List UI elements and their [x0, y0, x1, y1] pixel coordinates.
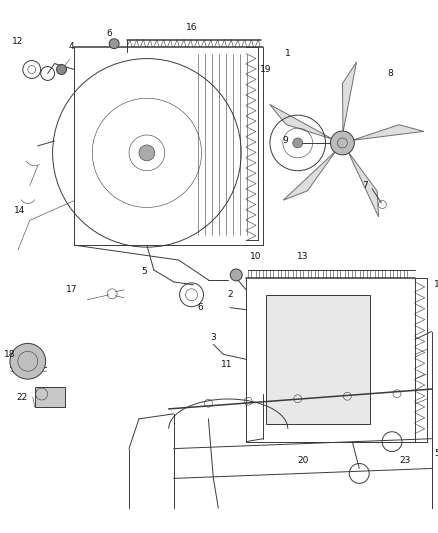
Circle shape [331, 131, 354, 155]
Text: 14: 14 [14, 206, 25, 215]
Polygon shape [352, 125, 424, 140]
Circle shape [57, 64, 67, 75]
Text: 2: 2 [227, 290, 233, 300]
Circle shape [139, 145, 155, 161]
Text: 4: 4 [69, 42, 74, 51]
Text: 5: 5 [141, 268, 147, 277]
Text: 23: 23 [399, 456, 410, 465]
Text: 11: 11 [220, 360, 232, 369]
Text: 17: 17 [66, 285, 77, 294]
Text: 3: 3 [211, 333, 216, 342]
Text: 8: 8 [387, 69, 393, 78]
Text: 6: 6 [198, 303, 203, 312]
Bar [35, 387, 64, 407]
Text: 6: 6 [106, 29, 112, 38]
Bar [266, 295, 370, 424]
Text: 1: 1 [285, 49, 291, 58]
Text: 12: 12 [12, 37, 24, 46]
Text: 22: 22 [16, 392, 28, 401]
Polygon shape [343, 62, 357, 133]
Polygon shape [348, 151, 378, 217]
Circle shape [293, 138, 303, 148]
Text: 13: 13 [297, 252, 308, 261]
Polygon shape [270, 104, 333, 140]
Text: 19: 19 [260, 65, 272, 74]
Text: 10: 10 [250, 252, 262, 261]
Text: 16: 16 [186, 23, 197, 33]
Text: 1: 1 [434, 280, 438, 289]
Text: 20: 20 [297, 456, 308, 465]
Text: 18: 18 [4, 350, 16, 359]
Circle shape [109, 39, 119, 49]
Text: 5: 5 [434, 449, 438, 458]
Circle shape [230, 269, 242, 281]
Circle shape [10, 343, 46, 379]
Text: 7: 7 [362, 181, 368, 190]
Polygon shape [283, 151, 336, 200]
Text: 9: 9 [282, 136, 288, 146]
